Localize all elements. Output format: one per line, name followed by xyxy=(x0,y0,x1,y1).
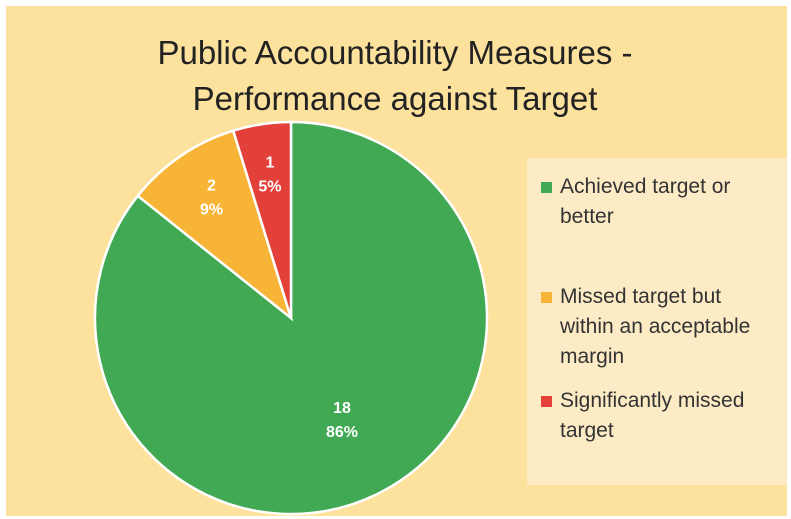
legend-label: Missed target but within an acceptable m… xyxy=(560,285,751,368)
data-label: 18 xyxy=(333,400,351,417)
legend-label: Achieved target or better xyxy=(560,175,731,228)
chart-title: Performance against Target xyxy=(193,80,598,117)
pie-slice xyxy=(231,120,293,319)
legend-item: Missed target but within an acceptable m… xyxy=(541,282,777,372)
legend-swatch xyxy=(541,182,552,193)
legend-item: Significantly missed target xyxy=(541,386,777,446)
legend-label: Significantly missed target xyxy=(560,389,745,442)
data-label: 5% xyxy=(258,178,281,195)
legend-swatch xyxy=(541,292,552,303)
data-label: 86% xyxy=(326,424,358,441)
data-label: 1 xyxy=(266,154,275,171)
chart-title: Public Accountability Measures - xyxy=(157,34,632,71)
legend-swatch xyxy=(541,396,552,407)
legend: Achieved target or better Missed target b… xyxy=(527,158,787,485)
data-label: 9% xyxy=(200,201,223,218)
pie-slice xyxy=(136,129,294,322)
legend-item: Achieved target or better xyxy=(541,172,777,232)
data-label: 2 xyxy=(207,177,216,194)
